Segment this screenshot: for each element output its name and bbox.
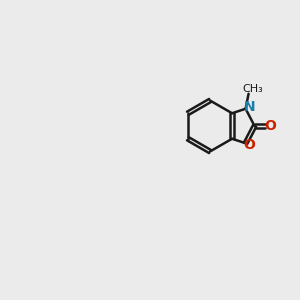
Text: O: O xyxy=(243,138,255,152)
Text: N: N xyxy=(243,100,255,114)
Text: O: O xyxy=(265,119,276,133)
Text: CH₃: CH₃ xyxy=(243,84,263,94)
